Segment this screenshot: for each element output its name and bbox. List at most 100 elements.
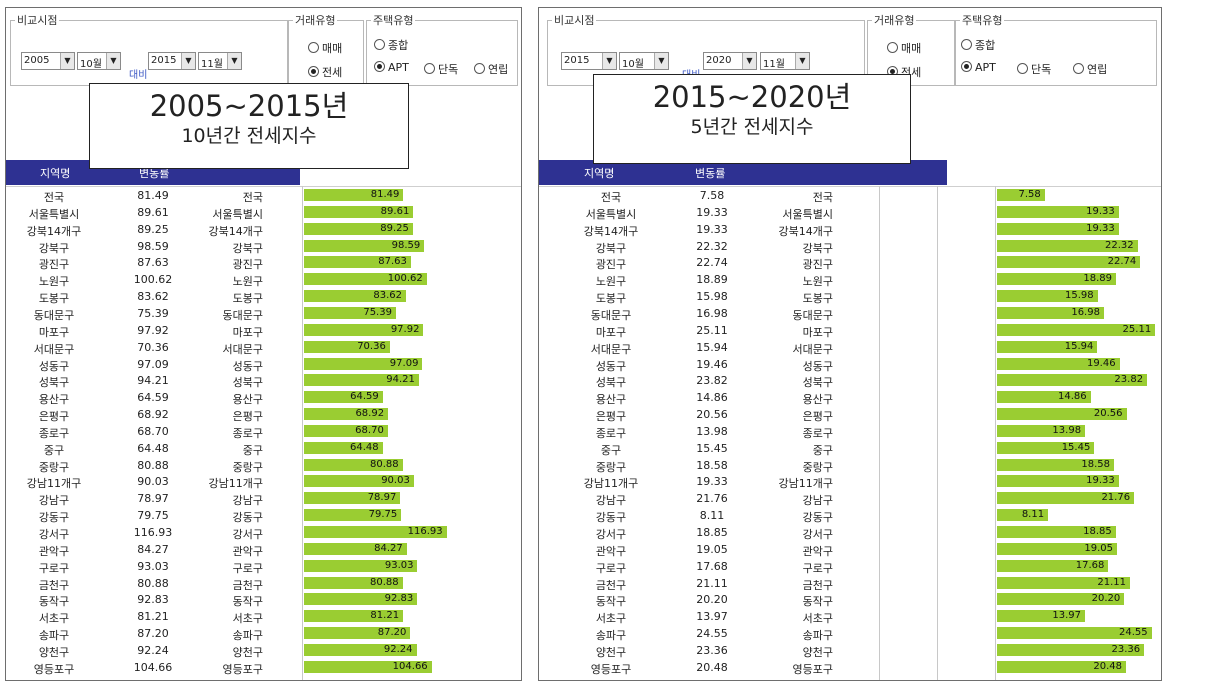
table-row: 은평구 68.92 은평구 68.92 — [6, 407, 521, 423]
panel-2015-2020: 비교시점 2015▼ 10월▼ 대비 2020▼ 11월▼ 거래유형 매매 전세… — [538, 7, 1162, 681]
table-row: 강북14개구 19.33 강북14개구 19.33 — [539, 222, 1161, 238]
end-month-select[interactable]: 11월 ▼ — [198, 52, 242, 70]
change-rate: 23.36 — [696, 643, 728, 657]
start-month-select[interactable]: 10월 ▼ — [619, 52, 669, 70]
chart-label: 서대문구 — [222, 342, 263, 356]
change-rate: 22.32 — [696, 239, 728, 253]
table-row: 전국 81.49 전국 81.49 — [6, 188, 521, 204]
chart-label: 송파구 — [232, 629, 263, 643]
radio-selected-icon — [308, 66, 319, 77]
chart-label: 서울특별시 — [782, 207, 833, 221]
region-name: 강남구 — [595, 494, 627, 508]
house-row-radio[interactable]: 연립 — [1073, 61, 1107, 77]
change-rate: 21.11 — [696, 576, 728, 590]
chart-label: 동대문구 — [222, 308, 263, 322]
trade-jeonse-radio[interactable]: 전세 — [308, 64, 342, 80]
region-name: 강남구 — [38, 494, 70, 508]
change-rate: 21.76 — [696, 492, 728, 506]
col-region-header: 지역명 — [584, 167, 615, 180]
house-apt-radio[interactable]: APT — [374, 61, 409, 74]
chart-label: 강남구 — [232, 494, 263, 508]
region-name: 강남11개구 — [26, 477, 82, 491]
change-bar: 81.21 — [304, 610, 404, 623]
table-row: 동작구 92.83 동작구 92.83 — [6, 592, 521, 608]
change-bar: 18.85 — [997, 526, 1116, 538]
change-rate: 98.59 — [137, 239, 169, 253]
chevron-down-icon: ▼ — [181, 53, 195, 69]
bar-axis — [302, 186, 303, 680]
chart-label: 용산구 — [232, 393, 263, 407]
change-bar: 20.56 — [997, 408, 1127, 421]
table-row: 강북구 98.59 강북구 98.59 — [6, 239, 521, 255]
region-name: 서대문구 — [590, 342, 632, 356]
table-row: 금천구 80.88 금천구 80.88 — [6, 576, 521, 592]
start-year-select[interactable]: 2015 ▼ — [561, 52, 617, 70]
table-row: 광진구 22.74 광진구 22.74 — [539, 255, 1161, 271]
chart-label: 동대문구 — [792, 308, 833, 322]
chart-label: 구로구 — [232, 561, 263, 575]
region-name: 양천구 — [595, 645, 627, 659]
region-name: 성동구 — [38, 359, 70, 373]
change-rate: 68.70 — [137, 424, 169, 438]
chart-label: 중구 — [812, 443, 833, 457]
change-bar: 80.88 — [304, 576, 403, 589]
radio-icon — [374, 39, 385, 50]
radio-icon — [961, 39, 972, 50]
chevron-down-icon: ▼ — [60, 53, 74, 69]
chevron-down-icon: ▼ — [602, 53, 616, 69]
house-all-radio[interactable]: 종합 — [961, 37, 995, 53]
change-bar: 70.36 — [304, 340, 390, 353]
end-year-select[interactable]: 2015 ▼ — [148, 52, 196, 70]
region-name: 강북구 — [38, 241, 70, 255]
table-row: 도봉구 83.62 도봉구 83.62 — [6, 289, 521, 305]
chart-label: 강북14개구 — [208, 224, 263, 238]
vs-label: 대비 — [129, 70, 148, 81]
house-row-radio[interactable]: 연립 — [474, 61, 508, 77]
change-rate: 13.98 — [696, 424, 728, 438]
chart-label: 양천구 — [802, 645, 833, 659]
region-name: 중랑구 — [595, 460, 627, 474]
region-name: 강북14개구 — [26, 224, 82, 238]
region-name: 양천구 — [38, 645, 70, 659]
change-rate: 100.62 — [133, 273, 173, 287]
end-year-select[interactable]: 2020 ▼ — [703, 52, 757, 70]
change-rate: 87.63 — [137, 256, 169, 270]
end-month-select[interactable]: 11월 ▼ — [760, 52, 810, 70]
change-bar: 21.76 — [997, 492, 1135, 505]
trade-sale-radio[interactable]: 매매 — [887, 40, 921, 56]
region-name: 용산구 — [595, 393, 627, 407]
house-single-radio[interactable]: 단독 — [424, 61, 458, 77]
region-name: 성북구 — [38, 376, 70, 390]
start-month-select[interactable]: 10월 ▼ — [77, 52, 121, 70]
house-apt-radio[interactable]: APT — [961, 61, 996, 74]
house-all-radio[interactable]: 종합 — [374, 37, 408, 53]
trade-sale-radio[interactable]: 매매 — [308, 40, 342, 56]
change-rate: 79.75 — [137, 509, 169, 523]
start-year-select[interactable]: 2005 ▼ — [21, 52, 75, 70]
house-single-radio[interactable]: 단독 — [1017, 61, 1051, 77]
region-name: 서울특별시 — [28, 207, 80, 221]
chevron-down-icon: ▼ — [654, 53, 668, 69]
table-row: 동작구 20.20 동작구 20.20 — [539, 592, 1161, 608]
change-rate: 16.98 — [696, 306, 728, 320]
chart-label: 중랑구 — [802, 460, 833, 474]
change-bar: 7.58 — [997, 189, 1045, 201]
region-name: 서대문구 — [33, 342, 75, 356]
chart-label: 강남11개구 — [778, 477, 833, 491]
region-name: 마포구 — [595, 325, 627, 339]
chart-label: 노원구 — [232, 275, 263, 289]
chart-label: 금천구 — [802, 578, 833, 592]
change-rate: 20.56 — [696, 408, 728, 422]
change-bar: 15.94 — [997, 340, 1098, 353]
change-rate: 104.66 — [133, 660, 173, 674]
table-row: 강남구 78.97 강남구 78.97 — [6, 491, 521, 508]
radio-icon — [474, 63, 485, 74]
table-row: 양천구 23.36 양천구 23.36 — [539, 643, 1161, 659]
change-bar: 100.62 — [304, 273, 427, 286]
region-name: 강동구 — [595, 511, 627, 525]
region-name: 관악구 — [595, 544, 627, 558]
change-bar: 80.88 — [304, 458, 403, 471]
table-row: 마포구 25.11 마포구 25.11 — [539, 323, 1161, 339]
col-region-header: 지역명 — [40, 167, 71, 180]
table-row: 강북14개구 89.25 강북14개구 89.25 — [6, 222, 521, 238]
